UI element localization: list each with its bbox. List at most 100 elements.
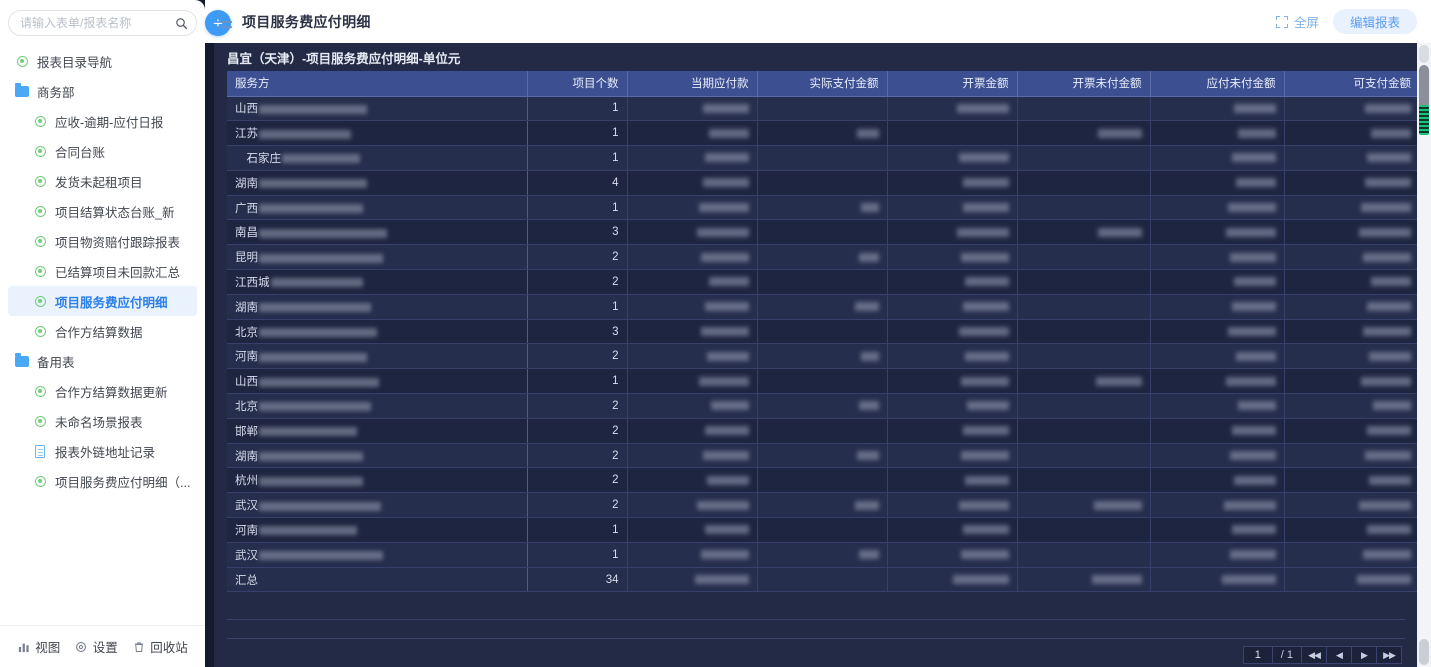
sidebar-item-14[interactable]: 项目服务费应付明细（...: [8, 466, 197, 496]
ring-icon: [34, 115, 46, 127]
redacted-amount: [1363, 252, 1411, 262]
sidebar-item-0[interactable]: 报表目录导航: [8, 46, 197, 76]
list-menu-icon[interactable]: [217, 15, 232, 28]
service-name: 北京: [235, 400, 258, 413]
ring-icon: [34, 385, 46, 397]
cell-amount-3: [1017, 195, 1151, 221]
sidebar-item-11[interactable]: 合作方结算数据更新: [8, 376, 197, 406]
col-header-2[interactable]: 当期应付款: [627, 71, 758, 97]
footer-视图[interactable]: 视图: [17, 637, 60, 656]
ring-icon: [14, 55, 30, 67]
table-row[interactable]: 南昌 3: [227, 219, 1417, 246]
table-row[interactable]: 江西城 2: [227, 269, 1417, 295]
sidebar-item-5[interactable]: 项目结算状态台账_新: [8, 196, 197, 226]
col-header-7[interactable]: 可支付金额: [1284, 71, 1417, 97]
sidebar-item-9[interactable]: 合作方结算数据: [8, 316, 197, 346]
col-header-6[interactable]: 应付未付金额: [1150, 71, 1285, 97]
edit-report-button[interactable]: 编辑报表: [1332, 9, 1417, 34]
sidebar-item-6[interactable]: 项目物资赔付跟踪报表: [8, 226, 197, 256]
search-box[interactable]: [8, 10, 197, 36]
redacted-amount: [962, 426, 1009, 436]
table-row[interactable]: 杭州 2: [227, 467, 1417, 494]
redacted-amount: [694, 575, 749, 584]
table-empty-band-1: [227, 592, 1405, 621]
table-row[interactable]: 广西 1: [227, 195, 1417, 221]
cell-amount-1: [757, 393, 888, 419]
sidebar-item-4[interactable]: 发货未起租项目: [8, 166, 197, 196]
table-row[interactable]: 河南 2: [227, 343, 1417, 370]
sidebar-item-2[interactable]: 应收-逾期-应付日报: [8, 106, 197, 136]
table-row[interactable]: 武汉 1: [227, 542, 1417, 568]
cell-project-count: 1: [527, 145, 628, 171]
cell-service: 江西城: [227, 269, 528, 295]
prev-page-icon[interactable]: ◀: [1326, 646, 1352, 664]
redacted-amount: [1231, 525, 1276, 535]
cell-amount-5: [1284, 343, 1417, 370]
cell-amount-0: [627, 368, 758, 395]
sidebar-item-label: 项目结算状态台账_新: [55, 205, 175, 220]
table-row[interactable]: 汇总 34: [227, 567, 1417, 593]
col-header-1[interactable]: 项目个数: [527, 71, 628, 97]
vertical-scrollbar[interactable]: [1417, 43, 1431, 667]
cell-amount-1: [757, 269, 888, 295]
cell-amount-1: [757, 244, 888, 271]
table-row[interactable]: 北京 3: [227, 319, 1417, 345]
table-row[interactable]: 邯郸 2: [227, 418, 1417, 444]
ring-icon: [34, 205, 46, 217]
cell-amount-2: [887, 170, 1018, 196]
table-row[interactable]: 昆明 2: [227, 244, 1417, 271]
last-page-icon[interactable]: ▶▶: [1376, 646, 1402, 664]
cell-amount-1: [757, 492, 888, 519]
table-row[interactable]: 湖南 2: [227, 443, 1417, 469]
sidebar-item-13[interactable]: 报表外链地址记录: [8, 436, 197, 466]
folder-icon: [14, 352, 30, 367]
search-icon[interactable]: [175, 17, 188, 30]
redacted-text: [259, 129, 351, 139]
col-header-5[interactable]: 开票未付金额: [1017, 71, 1151, 97]
cell-service: 武汉: [227, 542, 528, 568]
col-header-4[interactable]: 开票金额: [887, 71, 1018, 97]
cell-amount-4: [1150, 145, 1285, 171]
table-row[interactable]: 江苏 1: [227, 120, 1417, 147]
cell-amount-2: [887, 343, 1018, 370]
table-row[interactable]: 武汉 2: [227, 492, 1417, 519]
next-page-icon[interactable]: ▶: [1351, 646, 1377, 664]
redacted-amount: [1223, 500, 1276, 510]
scrollbar-thumb[interactable]: [1419, 65, 1429, 121]
cell-amount-4: [1150, 294, 1285, 320]
col-header-0[interactable]: 服务方: [227, 71, 528, 97]
table-row[interactable]: 山西 1: [227, 368, 1417, 395]
sidebar-item-label: 合同台账: [55, 145, 106, 160]
first-page-icon[interactable]: ◀◀: [1301, 646, 1327, 664]
table-row[interactable]: 石家庄 1: [227, 145, 1417, 171]
page-total-label: / 1: [1271, 646, 1302, 664]
sidebar-item-7[interactable]: 已结算项目未回款汇总: [8, 256, 197, 286]
table-row[interactable]: 湖南 1: [227, 294, 1417, 320]
sidebar-item-12[interactable]: 未命名场景报表: [8, 406, 197, 436]
service-name: 汇总: [235, 574, 258, 587]
search-input[interactable]: [20, 16, 175, 30]
fullscreen-button[interactable]: 全屏: [1275, 12, 1319, 31]
sidebar-item-3[interactable]: 合同台账: [8, 136, 197, 166]
table-row[interactable]: 湖南 4: [227, 170, 1417, 196]
redacted-amount: [1367, 426, 1411, 436]
table-row[interactable]: 河南 1: [227, 517, 1417, 543]
sidebar-item-8[interactable]: 项目服务费应付明细: [8, 286, 197, 316]
table-row[interactable]: 北京 2: [227, 393, 1417, 419]
col-header-3[interactable]: 实际支付金额: [757, 71, 888, 97]
sidebar-item-label: 应收-逾期-应付日报: [55, 115, 164, 130]
expand-icon: [1275, 15, 1288, 28]
cell-amount-1: [757, 467, 888, 494]
add-report-button[interactable]: +: [205, 10, 231, 36]
sidebar-item-1[interactable]: 商务部: [8, 76, 197, 106]
cell-amount-4: [1150, 418, 1285, 444]
page-number-input[interactable]: [1242, 646, 1273, 664]
sidebar-item-label: 项目服务费应付明细（...: [55, 475, 191, 490]
footer-回收站[interactable]: 回收站: [132, 637, 188, 656]
footer-label: 回收站: [150, 641, 188, 655]
sidebar-item-10[interactable]: 备用表: [8, 346, 197, 376]
table-row[interactable]: 山西 1: [227, 96, 1417, 122]
redacted-text: [259, 104, 367, 114]
footer-设置[interactable]: 设置: [75, 637, 118, 656]
cell-amount-3: [1017, 368, 1151, 395]
